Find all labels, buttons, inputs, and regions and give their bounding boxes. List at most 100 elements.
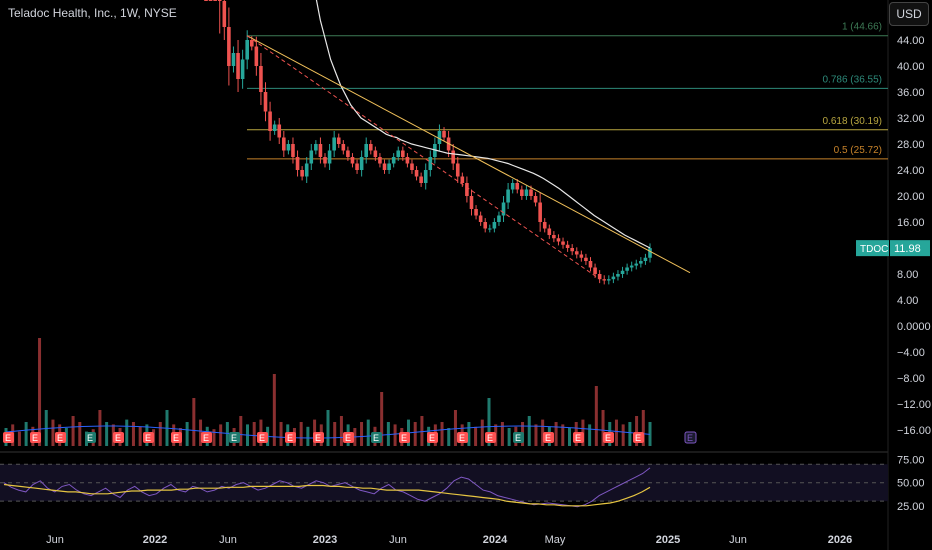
earnings-marker-letter: E bbox=[315, 433, 321, 443]
earnings-marker-letter: E bbox=[687, 433, 693, 443]
volume-bar bbox=[635, 416, 639, 446]
earnings-marker bbox=[85, 432, 96, 443]
candle-body bbox=[506, 189, 510, 203]
earnings-marker bbox=[543, 432, 554, 443]
x-tick-label: Jun bbox=[219, 534, 237, 546]
fib-level-label: 1 (44.66) bbox=[842, 22, 882, 33]
volume-bar bbox=[554, 422, 558, 446]
candle-body bbox=[501, 202, 506, 216]
price-tick-label: 8.00 bbox=[897, 269, 918, 281]
price-tick-label: −12.00 bbox=[897, 399, 931, 411]
candle-body bbox=[378, 157, 382, 164]
earnings-marker-letter: E bbox=[545, 433, 551, 443]
volume-bar bbox=[614, 419, 618, 446]
volume-bar bbox=[440, 422, 444, 446]
volume-bar bbox=[339, 416, 343, 446]
candle-body bbox=[533, 196, 538, 203]
candle-body bbox=[620, 270, 625, 274]
candle-body bbox=[231, 53, 236, 66]
candle-body bbox=[593, 267, 597, 274]
earnings-marker bbox=[343, 432, 354, 443]
candle-body bbox=[611, 276, 616, 280]
volume-bar bbox=[474, 426, 478, 446]
earnings-marker bbox=[399, 432, 410, 443]
candle-body bbox=[602, 279, 607, 281]
earnings-marker bbox=[55, 432, 66, 443]
rsi-tick-label: 75.00 bbox=[897, 455, 925, 467]
x-tick-label: 2024 bbox=[483, 534, 508, 546]
candle-body bbox=[414, 170, 419, 177]
volume-bar bbox=[239, 416, 243, 446]
candle-body bbox=[364, 144, 369, 157]
candle-body bbox=[538, 202, 542, 222]
earnings-marker-letter: E bbox=[429, 433, 435, 443]
volume-bar bbox=[541, 419, 545, 446]
earnings-marker-letter: E bbox=[87, 433, 93, 443]
volume-bar bbox=[131, 422, 135, 446]
price-tick-label: 28.00 bbox=[897, 139, 925, 151]
earnings-marker-letter: E bbox=[345, 433, 351, 443]
x-tick-label: 2022 bbox=[143, 534, 167, 546]
moving-average-line bbox=[315, 0, 651, 249]
candle-body bbox=[574, 251, 579, 255]
earnings-marker bbox=[143, 432, 154, 443]
volume-bar bbox=[24, 422, 28, 446]
price-tick-label: 20.00 bbox=[897, 191, 925, 203]
candle-body bbox=[323, 157, 327, 164]
candle-body bbox=[309, 150, 314, 164]
volume-bar bbox=[17, 431, 21, 446]
earnings-marker bbox=[313, 432, 324, 443]
candle-body bbox=[272, 124, 277, 131]
candle-body bbox=[304, 163, 309, 177]
candle-body bbox=[510, 183, 515, 190]
candle-body bbox=[478, 215, 483, 222]
candle-body bbox=[588, 261, 593, 268]
volume-bar bbox=[138, 426, 142, 446]
volume-bar bbox=[306, 426, 310, 446]
earnings-marker bbox=[684, 431, 697, 444]
earnings-marker bbox=[30, 432, 41, 443]
volume-bar bbox=[78, 422, 82, 446]
rsi-tick-label: 25.00 bbox=[897, 501, 925, 513]
candle-body bbox=[570, 248, 574, 252]
trendline-dashed bbox=[246, 35, 601, 280]
earnings-marker bbox=[113, 432, 124, 443]
x-tick-label: 2023 bbox=[313, 534, 337, 546]
candle-body bbox=[639, 261, 643, 264]
price-tick-label: 36.00 bbox=[897, 87, 925, 99]
candle-body bbox=[277, 124, 282, 138]
candle-body bbox=[240, 59, 245, 79]
currency-button[interactable]: USD bbox=[889, 2, 929, 26]
volume-bar bbox=[534, 424, 538, 446]
candle-body bbox=[368, 144, 373, 151]
candle-body bbox=[222, 1, 227, 27]
volume-bar bbox=[393, 424, 397, 446]
earnings-marker bbox=[201, 432, 212, 443]
candle-body bbox=[648, 248, 652, 258]
volume-bar bbox=[125, 419, 129, 446]
chart-title: Teladoc Health, Inc., 1W, NYSE bbox=[8, 6, 177, 20]
candle-body bbox=[428, 157, 433, 170]
earnings-marker bbox=[229, 432, 240, 443]
candle-body bbox=[336, 137, 341, 144]
candle-body bbox=[396, 150, 401, 157]
candle-body bbox=[629, 265, 634, 268]
volume-bar bbox=[105, 422, 109, 446]
volume-bar bbox=[98, 410, 102, 446]
candle-body bbox=[410, 163, 414, 170]
candle-body bbox=[204, 0, 208, 1]
candle-body bbox=[300, 170, 304, 177]
volume-bar bbox=[212, 429, 216, 446]
earnings-marker-letter: E bbox=[373, 433, 379, 443]
volume-bar bbox=[527, 416, 531, 446]
earnings-marker-letter: E bbox=[459, 433, 465, 443]
candle-body bbox=[437, 131, 442, 144]
volume-bar bbox=[507, 428, 511, 446]
candle-body bbox=[217, 0, 222, 1]
candle-body bbox=[401, 150, 405, 157]
candle-body bbox=[249, 40, 254, 47]
candle-body bbox=[405, 157, 410, 164]
volume-bar bbox=[641, 410, 645, 446]
volume-bar bbox=[487, 398, 491, 446]
